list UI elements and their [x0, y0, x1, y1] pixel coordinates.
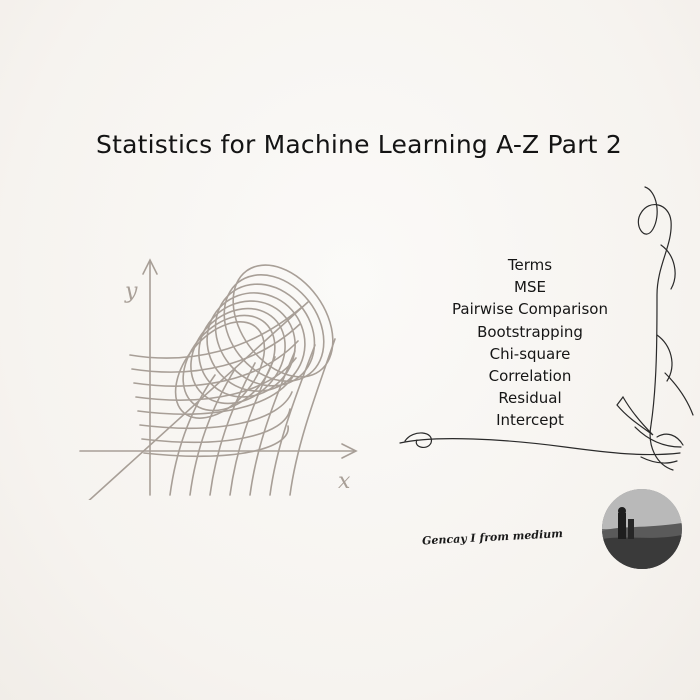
- x-axis-label: x: [338, 469, 351, 494]
- curve-line: [229, 356, 276, 496]
- page-title: Statistics for Machine Learning A-Z Part…: [96, 130, 622, 159]
- density-ellipses: [174, 264, 334, 419]
- topic-item: MSE: [514, 278, 546, 297]
- curve-line: [141, 408, 291, 444]
- curve-line: [189, 368, 236, 496]
- topic-item: Residual: [498, 389, 562, 408]
- topics-list: Terms MSE Pairwise Comparison Bootstrapp…: [430, 254, 630, 432]
- curve-line: [269, 344, 316, 496]
- topic-item: Chi-square: [489, 344, 571, 363]
- author-credit: Gencay I from medium: [421, 527, 564, 548]
- y-axis-arrow: [142, 258, 158, 275]
- topic-item: Correlation: [488, 367, 572, 386]
- density-ellipse: [198, 300, 296, 398]
- density-ellipse: [174, 321, 266, 419]
- vine-ornament-icon: [399, 186, 694, 471]
- curve-line: [143, 425, 289, 458]
- topic-item: Intercept: [496, 411, 564, 430]
- density-ellipse: [206, 292, 306, 392]
- curve-line: [137, 374, 295, 415]
- curve-line: [169, 374, 216, 496]
- curve-line: [249, 350, 296, 496]
- density-ellipse: [223, 274, 325, 382]
- density-ellipse: [232, 264, 334, 378]
- curve-line: [139, 391, 293, 430]
- curve-family: [129, 306, 336, 496]
- topic-item: Bootstrapping: [477, 322, 583, 341]
- curve-line: [131, 323, 301, 373]
- x-axis-arrow: [341, 443, 358, 459]
- regression-sketch-icon: y x: [79, 258, 358, 500]
- topic-item: Terms: [507, 256, 553, 274]
- curve-line: [135, 357, 297, 401]
- curve-line: [209, 362, 256, 496]
- author-avatar: [602, 489, 682, 569]
- trend-line: [88, 301, 309, 500]
- topic-item: Pairwise Comparison: [452, 300, 608, 319]
- curve-line: [289, 338, 336, 496]
- y-axis-label: y: [124, 279, 138, 304]
- curve-line: [129, 306, 303, 359]
